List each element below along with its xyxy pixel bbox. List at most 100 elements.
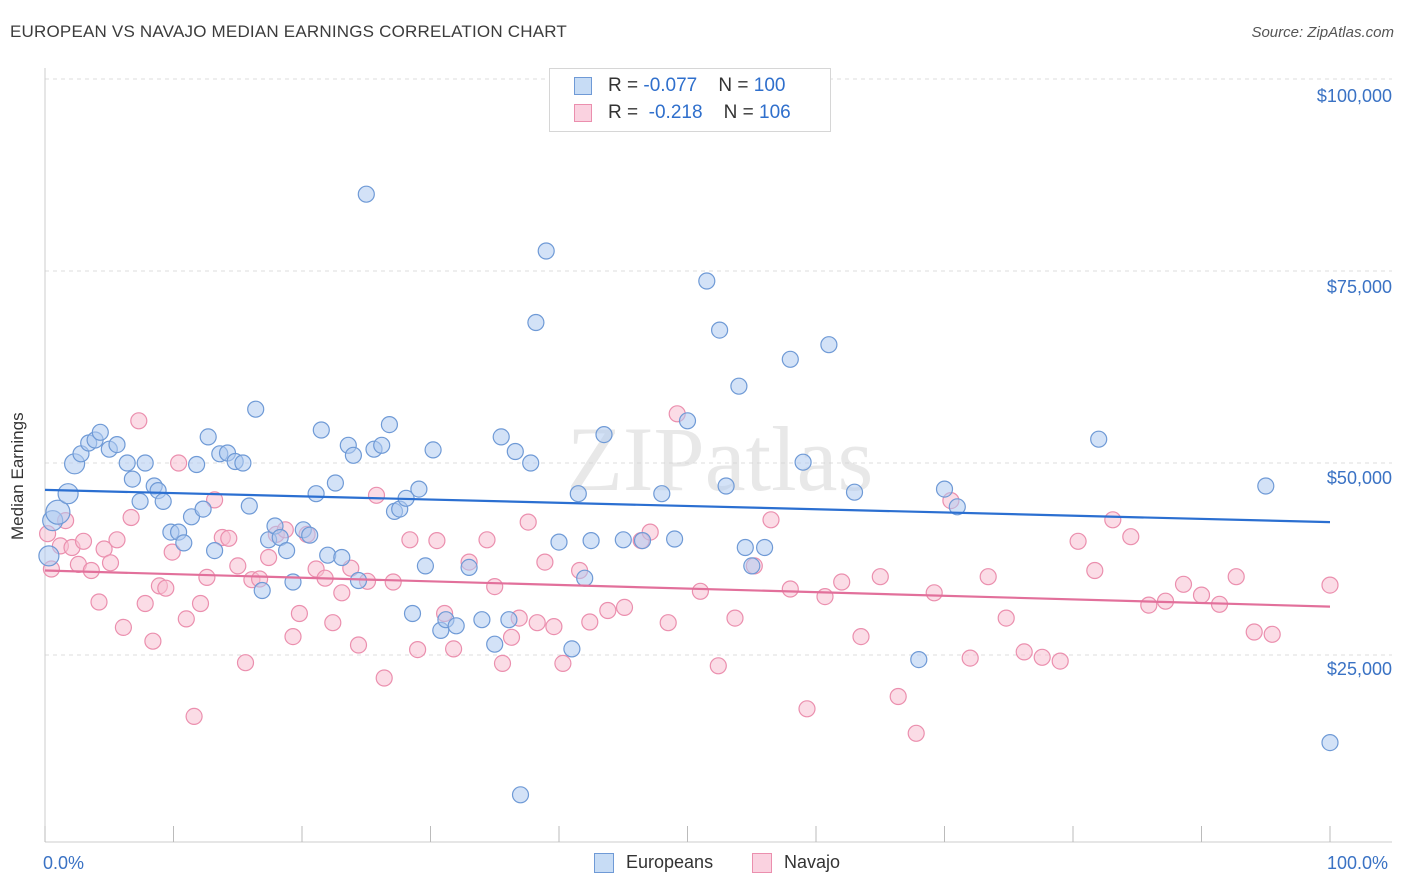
navajo-point — [95, 540, 113, 558]
europeans-point — [206, 541, 224, 560]
navajo-point — [74, 532, 93, 550]
europeans-point — [188, 455, 206, 474]
europeans-point — [563, 640, 581, 658]
navajo-point — [290, 604, 308, 623]
europeans-point — [1090, 430, 1108, 448]
navajo-point — [486, 577, 504, 596]
y-axis-label: Median Earnings — [8, 412, 27, 540]
navajo-point — [229, 557, 247, 575]
europeans-point — [403, 604, 422, 623]
navajo-point — [445, 640, 463, 658]
navajo-point — [816, 587, 834, 606]
navajo-point — [536, 553, 554, 571]
europeans-point — [820, 336, 838, 354]
europeans-swatch — [594, 853, 614, 873]
navajo-point — [170, 454, 188, 472]
europeans-point — [473, 611, 491, 629]
source-credit: Source: ZipAtlas.com — [1251, 24, 1394, 41]
y-tick-label: $100,000 — [1316, 86, 1392, 106]
europeans-point — [1321, 733, 1339, 752]
europeans-point — [522, 454, 540, 472]
europeans-point — [136, 454, 154, 472]
europeans-point — [550, 533, 568, 551]
europeans-point — [344, 446, 362, 464]
europeans-point — [698, 272, 716, 290]
navajo-swatch — [752, 853, 772, 873]
navajo-point — [206, 491, 224, 509]
navajo-point — [528, 614, 546, 632]
europeans-point — [948, 498, 966, 516]
navajo-point — [144, 632, 162, 650]
navajo-point — [90, 593, 108, 611]
navajo-point — [781, 580, 799, 598]
europeans-point — [730, 377, 748, 395]
r-value: -0.077 — [643, 75, 698, 96]
navajo-point — [82, 561, 100, 580]
europeans-point — [194, 500, 212, 518]
n-value: 100 — [753, 75, 786, 96]
europeans-points — [38, 185, 1339, 804]
navajo-point — [375, 669, 393, 687]
navajo-point — [236, 654, 255, 672]
europeans-point — [447, 617, 465, 635]
x-tick-label-max: 100.0% — [1327, 853, 1389, 873]
navajo-point — [1086, 561, 1104, 580]
navajo-point — [979, 568, 997, 586]
navajo-point — [709, 657, 727, 675]
r-label: R = — [608, 75, 644, 96]
europeans-point — [1257, 477, 1275, 495]
navajo-trend-line — [44, 569, 1331, 608]
europeans-point — [576, 569, 594, 587]
europeans-point — [118, 454, 136, 472]
europeans-point — [424, 441, 442, 459]
navajo-point — [384, 573, 402, 591]
navajo-point — [1122, 528, 1140, 546]
europeans-point — [614, 531, 632, 549]
navajo-point — [798, 700, 816, 718]
europeans-point — [665, 530, 684, 548]
europeans-point — [486, 635, 504, 653]
navajo-point — [1051, 652, 1069, 670]
europeans-point — [653, 485, 671, 503]
navajo-point — [833, 573, 851, 591]
n-label: N = — [723, 102, 760, 123]
axes — [44, 68, 1392, 843]
y-tick-label: $50,000 — [1326, 468, 1392, 488]
navajo-point — [114, 618, 133, 637]
europeans-point — [736, 538, 754, 557]
europeans-point — [307, 485, 325, 503]
europeans-point — [569, 485, 587, 503]
europeans-point — [527, 313, 545, 332]
europeans-point — [333, 548, 351, 567]
navajo-point — [478, 531, 496, 549]
legend-label: Europeans — [626, 852, 714, 872]
navajo-point — [615, 598, 634, 617]
navajo-point — [519, 513, 537, 531]
chart-title: EUROPEAN VS NAVAJO MEDIAN EARNINGS CORRE… — [10, 22, 568, 41]
navajo-point — [1321, 576, 1339, 594]
navajo-point — [659, 614, 677, 632]
navajo-point — [1245, 623, 1263, 641]
europeans-point — [410, 480, 428, 498]
europeans-point — [278, 541, 296, 560]
navajo-point — [349, 636, 368, 654]
navajo-point — [163, 543, 181, 561]
r-label: R = — [608, 102, 644, 123]
europeans-point — [511, 786, 530, 804]
stats-legend: R = -0.077 N = 100 R = -0.218 N = 106 — [549, 68, 831, 132]
europeans-point — [319, 546, 337, 564]
europeans-point — [253, 581, 271, 600]
navajo-point — [907, 724, 925, 742]
r-value: -0.218 — [643, 102, 703, 123]
europeans-point — [935, 480, 954, 498]
europeans-point — [537, 242, 555, 260]
navajo-point — [185, 707, 203, 726]
navajo-point — [1069, 532, 1087, 550]
x-tick-label-min: 0.0% — [43, 853, 85, 873]
y-tick-label: $75,000 — [1326, 277, 1392, 297]
navajo-point — [997, 609, 1015, 627]
navajo-point — [409, 640, 427, 659]
europeans-point — [38, 545, 60, 567]
europeans-point — [154, 492, 172, 510]
navajo-point — [130, 412, 148, 430]
